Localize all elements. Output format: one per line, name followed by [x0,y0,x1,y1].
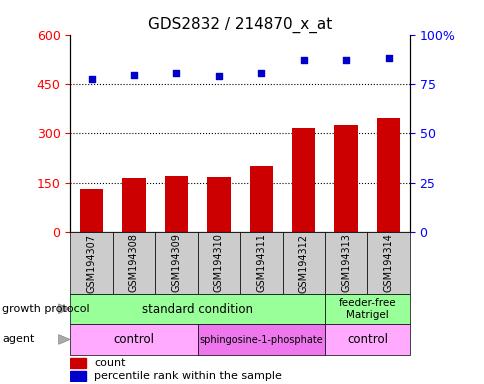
FancyBboxPatch shape [324,232,366,294]
Bar [70,371,85,381]
Text: standard condition: standard condition [142,303,253,316]
Polygon shape [59,334,70,344]
Text: GSM194314: GSM194314 [383,233,393,293]
Text: GSM194311: GSM194311 [256,233,266,293]
Point [172,70,180,76]
Bar [122,178,145,232]
FancyBboxPatch shape [70,294,324,324]
Bar [334,125,357,232]
FancyBboxPatch shape [240,232,282,294]
FancyBboxPatch shape [324,294,409,324]
Text: count: count [94,358,125,368]
Text: GSM194307: GSM194307 [86,233,96,293]
FancyBboxPatch shape [197,232,240,294]
Point [384,55,392,61]
Point [214,73,222,79]
FancyBboxPatch shape [70,232,112,294]
Bar [70,358,85,368]
Bar [165,176,188,232]
Text: GSM194313: GSM194313 [340,233,350,293]
Bar [249,166,272,232]
Point [88,76,95,82]
Bar [376,118,399,232]
Text: percentile rank within the sample: percentile rank within the sample [94,371,281,381]
Bar [207,177,230,232]
Bar [291,127,315,232]
Point [130,72,137,78]
FancyBboxPatch shape [70,324,197,355]
Text: GSM194312: GSM194312 [298,233,308,293]
Text: agent: agent [2,334,35,344]
Text: growth protocol: growth protocol [2,304,90,314]
Text: GSM194308: GSM194308 [129,233,139,293]
FancyBboxPatch shape [112,232,155,294]
FancyBboxPatch shape [282,232,324,294]
FancyBboxPatch shape [324,324,409,355]
FancyBboxPatch shape [197,324,324,355]
Text: feeder-free
Matrigel: feeder-free Matrigel [338,298,395,320]
FancyBboxPatch shape [366,232,409,294]
Title: GDS2832 / 214870_x_at: GDS2832 / 214870_x_at [148,17,332,33]
Bar [80,189,103,232]
Text: sphingosine-1-phosphate: sphingosine-1-phosphate [199,335,322,345]
Point [299,57,307,63]
Text: GSM194309: GSM194309 [171,233,181,293]
Polygon shape [59,304,70,314]
Text: control: control [346,333,387,346]
Text: GSM194310: GSM194310 [213,233,224,293]
FancyBboxPatch shape [155,232,197,294]
Text: control: control [113,333,154,346]
Point [342,57,349,63]
Point [257,70,265,76]
